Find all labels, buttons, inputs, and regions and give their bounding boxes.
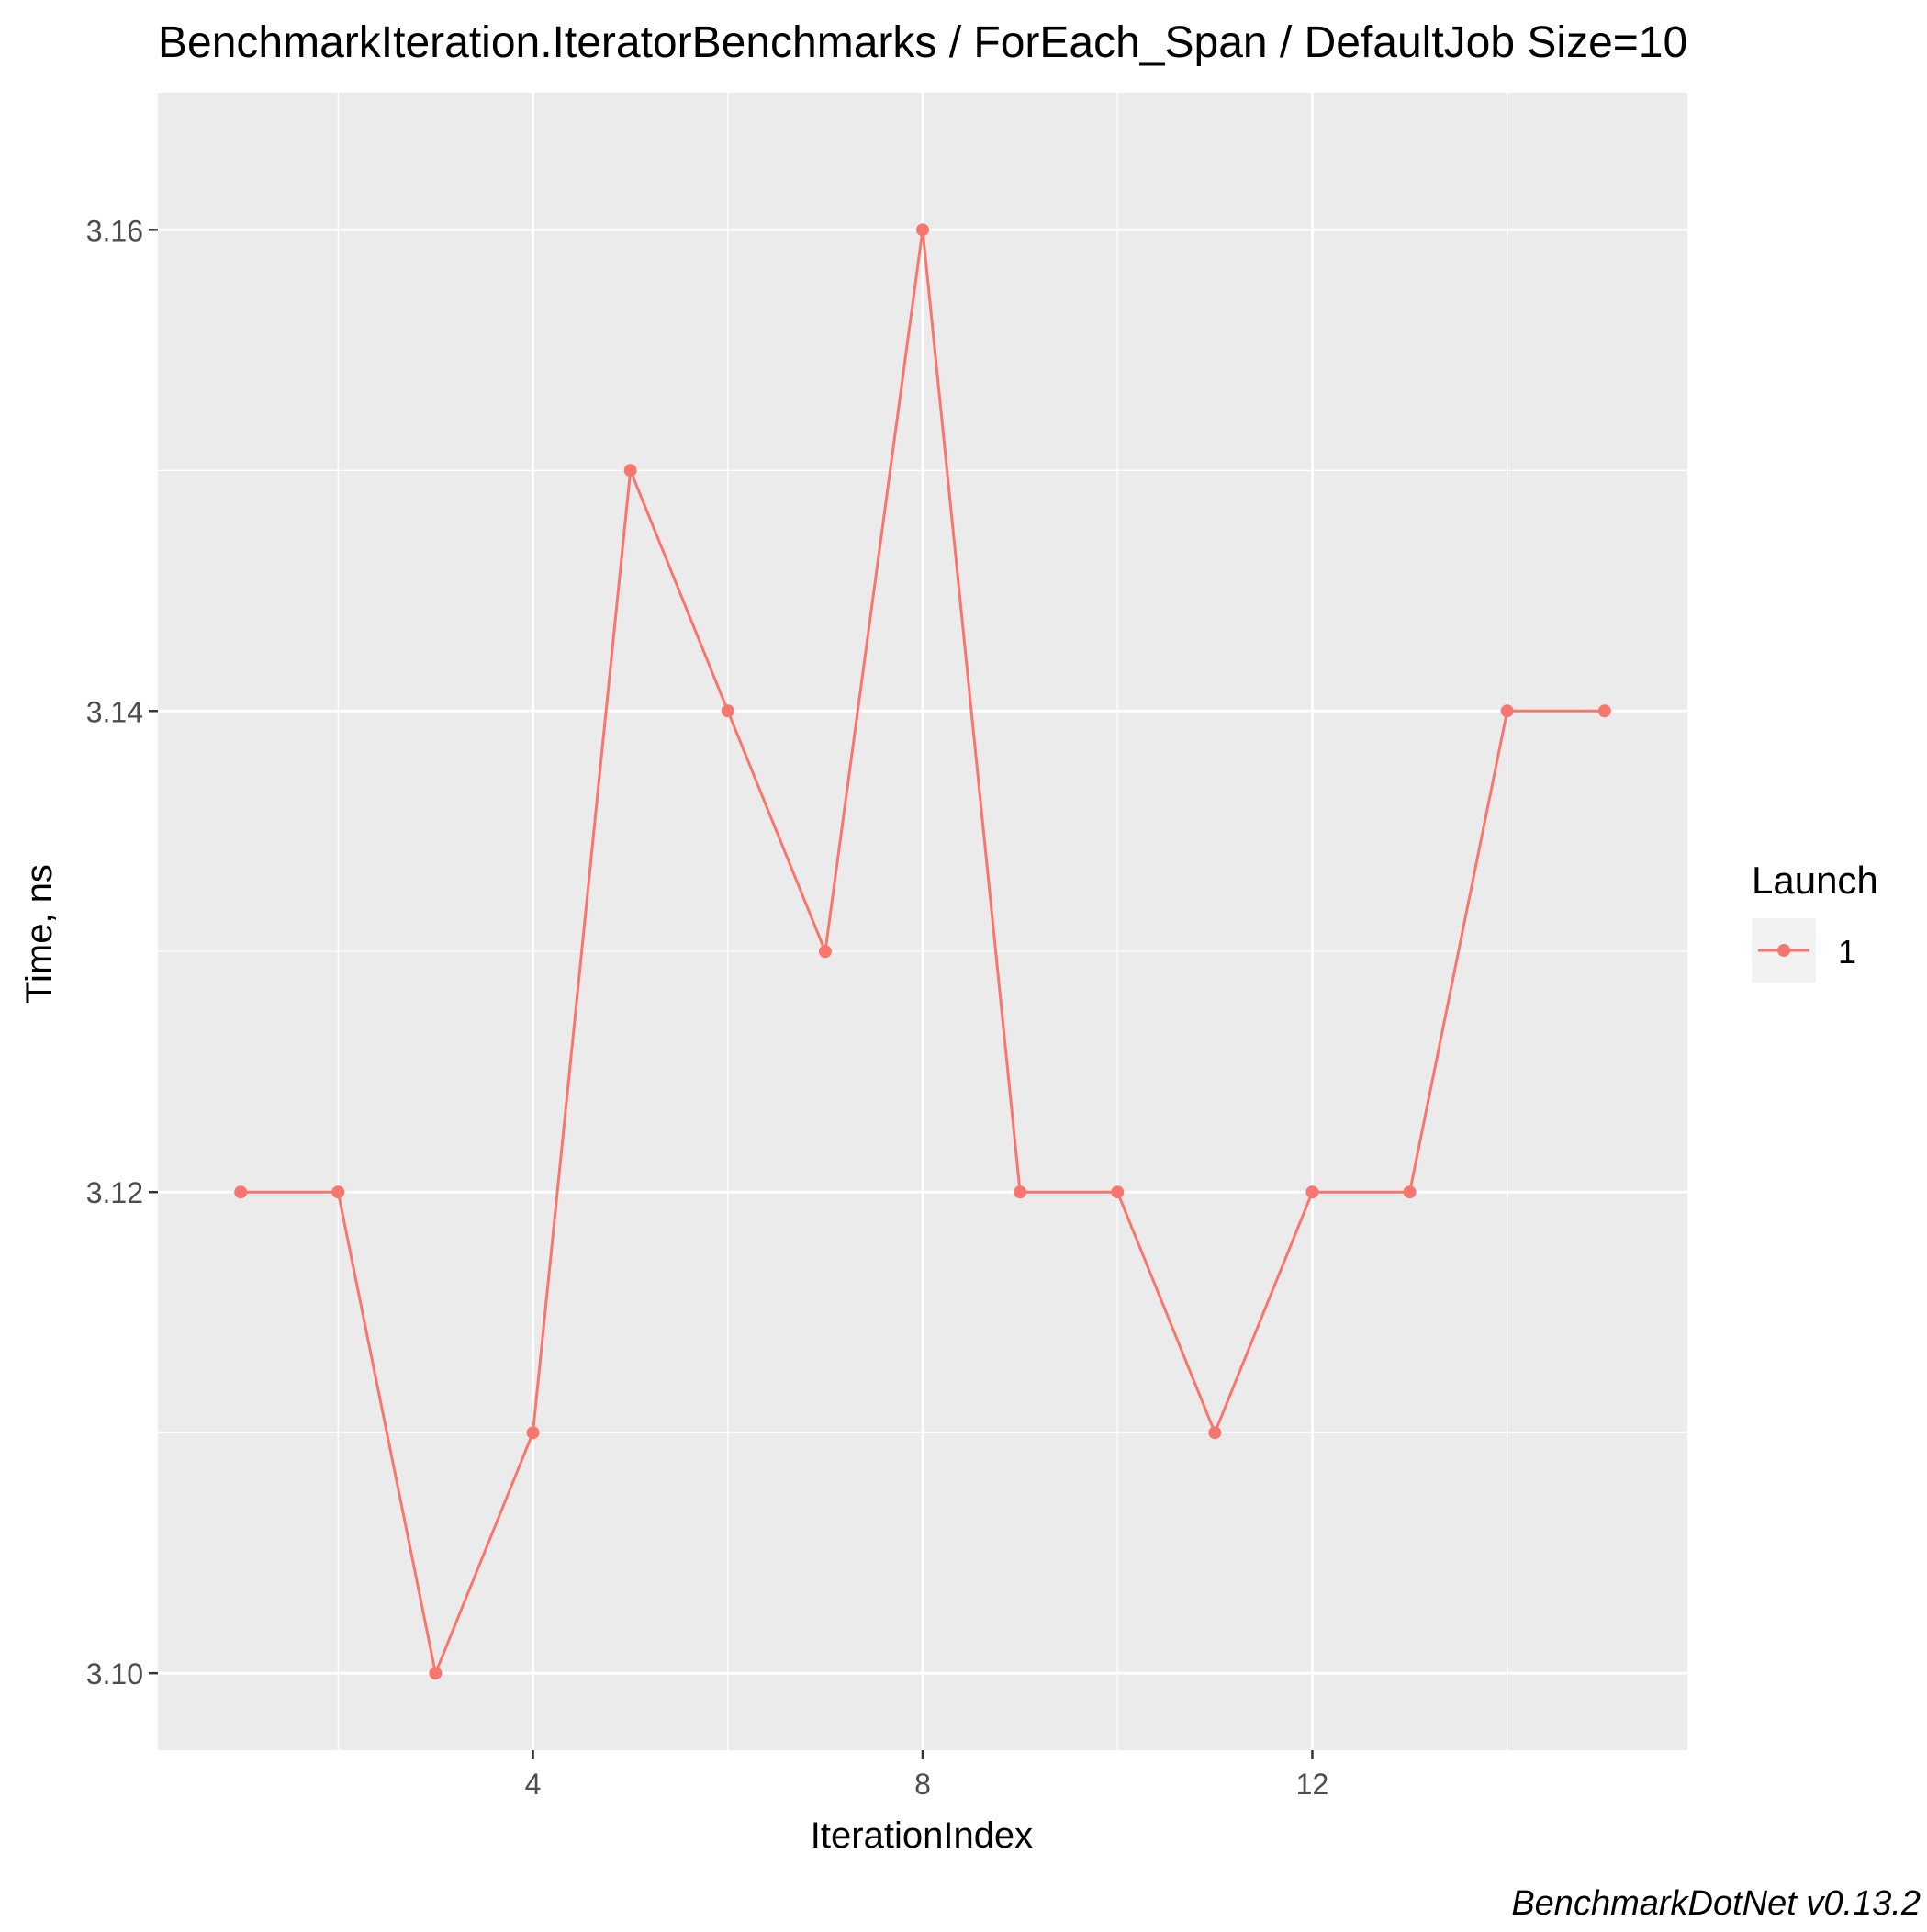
chart-title: BenchmarkIteration.IteratorBenchmarks / … — [158, 18, 1687, 67]
legend-title: Launch — [1752, 859, 1878, 902]
y-axis: 3.10 3.12 3.14 3.16 — [86, 214, 158, 1690]
data-point — [526, 1426, 540, 1440]
legend-key-point — [1777, 944, 1790, 957]
legend: Launch 1 — [1752, 859, 1878, 983]
data-point — [429, 1667, 443, 1680]
data-point — [1305, 1185, 1319, 1199]
data-point — [331, 1185, 345, 1199]
grid-major — [158, 93, 1687, 1750]
x-tick-label: 12 — [1296, 1768, 1329, 1801]
data-point — [721, 704, 734, 718]
data-point — [234, 1185, 248, 1199]
series-points — [234, 223, 1611, 1680]
y-tick-label: 3.12 — [86, 1176, 143, 1209]
y-tick-label: 3.14 — [86, 695, 143, 728]
data-point — [1500, 704, 1514, 718]
x-tick-label: 8 — [914, 1768, 931, 1801]
data-point — [1111, 1185, 1125, 1199]
data-point — [1014, 1185, 1027, 1199]
data-point — [916, 223, 929, 237]
data-point — [818, 945, 832, 959]
y-tick-label: 3.10 — [86, 1657, 143, 1690]
x-axis: 4 8 12 — [525, 1750, 1329, 1801]
y-axis-title: Time, ns — [19, 864, 60, 1004]
legend-label: 1 — [1838, 933, 1856, 971]
caption: BenchmarkDotNet v0.13.2 — [1511, 1884, 1921, 1923]
data-point — [1597, 704, 1611, 718]
data-point — [1403, 1185, 1417, 1199]
y-tick-label: 3.16 — [86, 214, 143, 247]
x-axis-title: IterationIndex — [811, 1815, 1033, 1856]
data-point — [623, 464, 637, 477]
data-point — [1208, 1426, 1222, 1440]
x-tick-label: 4 — [525, 1768, 542, 1801]
